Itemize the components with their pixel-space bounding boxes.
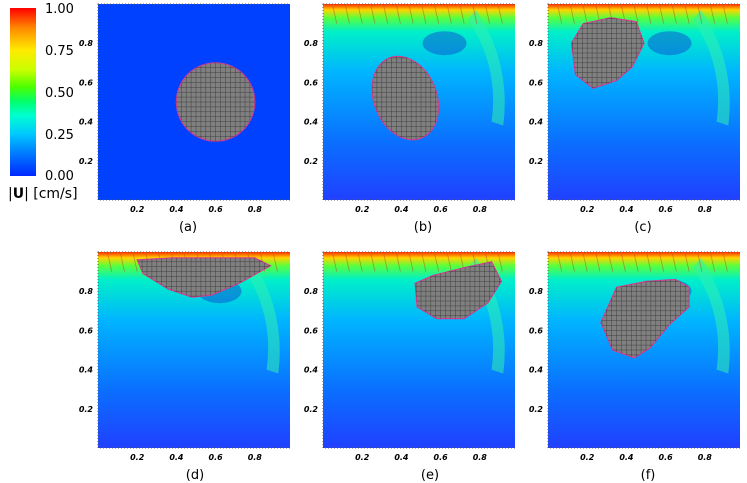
x-tick-label: 0.6: [209, 205, 224, 212]
colorbar-tick: 1.00: [45, 2, 74, 17]
y-tick-label: 0.8: [79, 287, 94, 296]
y-tick-label: 0.6: [79, 326, 94, 335]
x-tick-label: 0.4: [169, 205, 184, 212]
panel-label-f: (f): [640, 468, 656, 483]
y-tick-label: 0.6: [529, 326, 544, 335]
x-tick-label: 0.4: [169, 453, 184, 460]
y-tick-label: 0.8: [529, 39, 544, 48]
panel-a: 0.8 0.6 0.4 0.2 0.2 0.4 0.6 0.8: [70, 2, 290, 212]
velocity-field-plot: 0.8 0.6 0.4 0.2 0.2 0.4 0.6 0.8: [529, 251, 740, 460]
y-tick-label: 0.4: [304, 118, 319, 127]
panel-e: 0.8 0.6 0.4 0.2 0.2 0.4 0.6 0.8: [295, 250, 515, 460]
x-tick-label: 0.4: [619, 205, 634, 212]
x-tick-label: 0.8: [698, 205, 713, 212]
x-tick-label: 0.8: [698, 453, 713, 460]
panel-label-d: (d): [185, 468, 205, 483]
deformable-body: [570, 17, 645, 89]
x-tick-label: 0.2: [580, 205, 595, 212]
colorbar-tick: 0.25: [45, 128, 74, 143]
y-tick-label: 0.4: [304, 366, 319, 375]
y-tick-label: 0.2: [304, 405, 319, 414]
y-tick-label: 0.6: [79, 78, 94, 87]
panel-label-a: (a): [178, 220, 198, 235]
x-tick-label: 0.2: [130, 205, 145, 212]
x-tick-label: 0.2: [130, 453, 145, 460]
y-tick-label: 0.2: [304, 157, 319, 166]
y-tick-label: 0.6: [304, 78, 319, 87]
x-tick-label: 0.6: [434, 453, 449, 460]
x-tick-label: 0.2: [355, 453, 370, 460]
y-tick-label: 0.8: [304, 39, 319, 48]
x-tick-label: 0.6: [434, 205, 449, 212]
deformable-body: [414, 261, 503, 320]
velocity-field-plot: 0.8 0.6 0.4 0.2 0.2 0.4 0.6 0.8: [529, 3, 740, 212]
y-tick-label: 0.2: [529, 405, 544, 414]
x-tick-label: 0.8: [248, 205, 263, 212]
x-tick-label: 0.4: [394, 453, 409, 460]
x-tick-label: 0.2: [580, 453, 595, 460]
velocity-colorbar: [10, 8, 36, 176]
deformable-body: [175, 62, 256, 142]
colorbar-title: |U| [cm/s]: [8, 186, 78, 202]
y-tick-label: 0.2: [79, 405, 94, 414]
y-tick-label: 0.8: [529, 287, 544, 296]
x-tick-label: 0.4: [619, 453, 634, 460]
colorbar-tick: 0.75: [45, 44, 74, 59]
colorbar-tick: 0.50: [45, 86, 74, 101]
x-tick-label: 0.6: [659, 205, 674, 212]
y-tick-label: 0.2: [79, 157, 94, 166]
y-tick-label: 0.4: [529, 366, 544, 375]
x-tick-label: 0.8: [473, 453, 488, 460]
y-tick-label: 0.4: [79, 118, 94, 127]
y-tick-label: 0.8: [79, 39, 94, 48]
y-tick-label: 0.2: [529, 157, 544, 166]
panel-label-e: (e): [420, 468, 440, 483]
x-tick-label: 0.4: [394, 205, 409, 212]
panel-c: 0.8 0.6 0.4 0.2 0.2 0.4 0.6 0.8: [520, 2, 740, 212]
y-tick-label: 0.4: [79, 366, 94, 375]
x-tick-label: 0.8: [473, 205, 488, 212]
colorbar-tick: 0.00: [45, 169, 74, 184]
panel-label-b: (b): [413, 220, 433, 235]
velocity-field-plot: 0.8 0.6 0.4 0.2 0.2 0.4 0.6 0.8: [304, 251, 515, 460]
y-tick-label: 0.8: [304, 287, 319, 296]
x-tick-label: 0.2: [355, 205, 370, 212]
panel-label-c: (c): [634, 220, 652, 235]
velocity-field-plot: 0.8 0.6 0.4 0.2 0.2 0.4 0.6 0.8: [304, 3, 515, 212]
y-tick-label: 0.4: [529, 118, 544, 127]
velocity-field-plot: 0.8 0.6 0.4 0.2 0.2 0.4 0.6 0.8: [79, 251, 290, 460]
x-tick-label: 0.8: [248, 453, 263, 460]
y-tick-label: 0.6: [304, 326, 319, 335]
panel-d: 0.8 0.6 0.4 0.2 0.2 0.4 0.6 0.8: [70, 250, 290, 460]
x-tick-label: 0.6: [659, 453, 674, 460]
x-tick-label: 0.6: [209, 453, 224, 460]
velocity-field-plot: 0.8 0.6 0.4 0.2 0.2 0.4 0.6 0.8: [79, 3, 290, 212]
panel-b: 0.8 0.6 0.4 0.2 0.2 0.4 0.6 0.8: [295, 2, 515, 212]
y-tick-label: 0.6: [529, 78, 544, 87]
panel-f: 0.8 0.6 0.4 0.2 0.2 0.4 0.6 0.8: [520, 250, 740, 460]
